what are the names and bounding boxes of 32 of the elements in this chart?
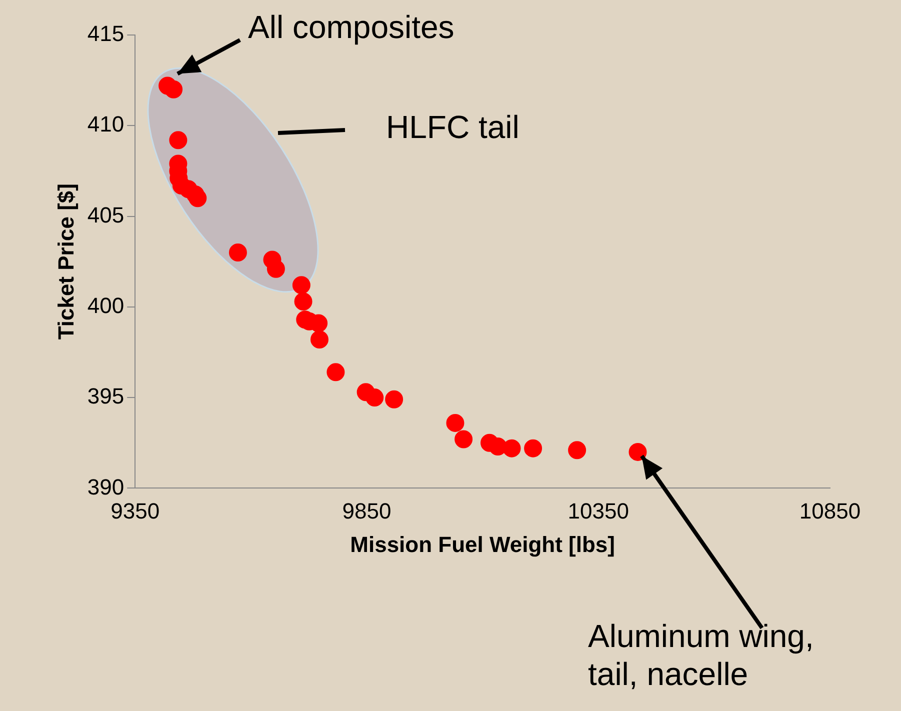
- y-tick-label: 395: [87, 384, 124, 409]
- point: [164, 80, 183, 98]
- point: [294, 292, 312, 310]
- y-tick-label: 415: [87, 21, 124, 46]
- annotation: All composites: [248, 8, 454, 46]
- y-tick-label: 400: [87, 292, 124, 318]
- point: [326, 363, 345, 382]
- point: [454, 430, 473, 448]
- point: [266, 260, 285, 278]
- point: [169, 131, 188, 150]
- y-tick-label: 405: [87, 202, 124, 228]
- y-tick-label: 410: [87, 112, 124, 137]
- annotation: Aluminum wing, tail, nacelle: [588, 617, 814, 694]
- x-axis-title: Mission Fuel Weight [lbs]: [350, 532, 615, 557]
- point: [292, 276, 310, 294]
- x-tick-label: 10850: [799, 498, 861, 524]
- y-tick-label: 390: [87, 474, 124, 500]
- point: [568, 441, 586, 460]
- point: [524, 439, 542, 458]
- y-axis-title: Ticket Price [$]: [53, 184, 78, 340]
- point: [446, 414, 464, 432]
- x-tick-label: 9350: [110, 498, 160, 524]
- point: [385, 390, 404, 408]
- point: [188, 189, 207, 208]
- x-tick-label: 9850: [342, 498, 392, 524]
- annotation: HLFC tail: [386, 108, 520, 146]
- point: [502, 439, 521, 458]
- point: [628, 442, 647, 461]
- point: [228, 244, 247, 262]
- point: [366, 388, 384, 407]
- point: [310, 330, 328, 349]
- x-tick-label: 10350: [568, 498, 629, 524]
